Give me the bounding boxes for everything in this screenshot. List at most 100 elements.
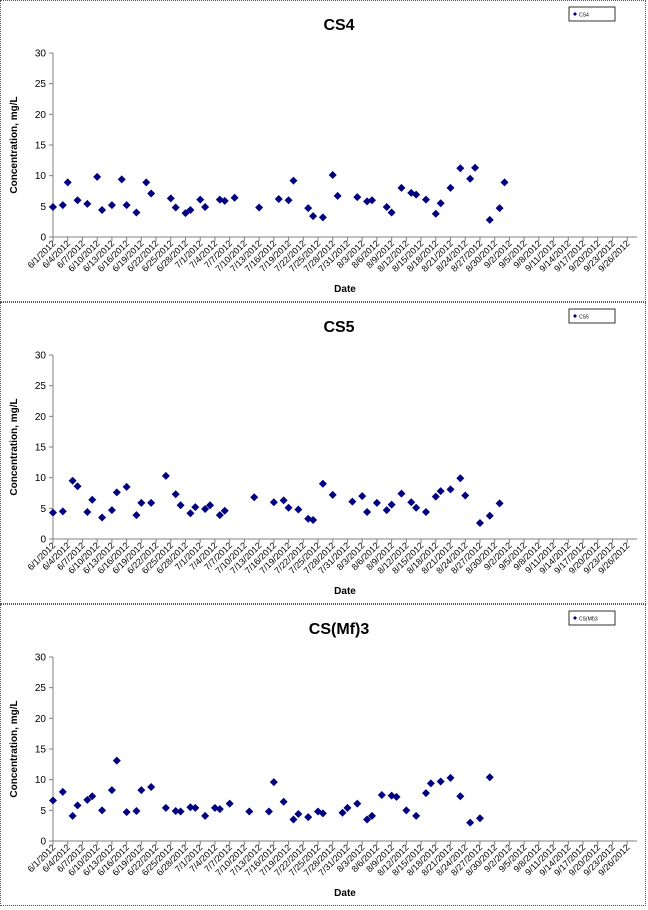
data-point bbox=[186, 206, 195, 215]
data-point bbox=[500, 178, 509, 187]
data-point bbox=[63, 178, 72, 187]
data-point bbox=[397, 489, 406, 498]
data-point bbox=[397, 183, 406, 192]
data-point bbox=[382, 506, 391, 515]
chart-svg: CS4CS40510152025306/1/20126/4/20126/7/20… bbox=[9, 6, 637, 295]
data-point bbox=[83, 795, 92, 804]
data-point bbox=[294, 810, 303, 819]
chart-svg: CS(Mf)3CS(Mf)30510152025306/1/20126/4/20… bbox=[9, 610, 637, 899]
data-point bbox=[402, 806, 411, 815]
data-point bbox=[112, 756, 121, 765]
data-point bbox=[372, 498, 381, 507]
data-point bbox=[255, 203, 264, 212]
y-axis-title: Concentration, mg/L bbox=[9, 398, 20, 495]
data-point bbox=[68, 476, 77, 485]
data-point bbox=[309, 515, 318, 524]
data-point bbox=[137, 786, 146, 795]
data-point bbox=[412, 503, 421, 512]
data-point bbox=[471, 163, 480, 172]
legend-label: CS5 bbox=[579, 315, 589, 321]
data-point bbox=[147, 783, 156, 792]
y-tick-label: 25 bbox=[35, 79, 47, 90]
data-point bbox=[107, 201, 116, 210]
data-point bbox=[191, 803, 200, 812]
data-point bbox=[328, 171, 337, 180]
data-point bbox=[171, 490, 180, 499]
data-point bbox=[73, 801, 82, 810]
data-point bbox=[147, 189, 156, 198]
data-point bbox=[284, 503, 293, 512]
data-point bbox=[250, 493, 259, 502]
x-axis-title: Date bbox=[334, 284, 356, 295]
data-point bbox=[407, 498, 416, 507]
chart-svg: CS5CS50510152025306/1/20126/4/20126/7/20… bbox=[9, 308, 637, 597]
data-point bbox=[353, 799, 362, 808]
data-point bbox=[132, 511, 141, 520]
data-point bbox=[421, 508, 430, 517]
x-axis-title: Date bbox=[334, 888, 356, 899]
data-point bbox=[215, 805, 224, 814]
data-point bbox=[456, 792, 465, 801]
data-point bbox=[343, 803, 352, 812]
data-point bbox=[363, 508, 372, 517]
data-point bbox=[358, 492, 367, 501]
legend-box bbox=[568, 308, 616, 324]
data-point bbox=[377, 791, 386, 799]
y-tick-label: 0 bbox=[40, 837, 46, 848]
y-tick-label: 30 bbox=[35, 653, 47, 664]
data-point bbox=[186, 509, 195, 518]
data-point bbox=[289, 815, 298, 824]
data-point bbox=[191, 503, 200, 512]
data-point bbox=[461, 491, 470, 500]
data-point bbox=[436, 199, 445, 208]
data-point bbox=[436, 777, 445, 786]
data-point bbox=[446, 183, 455, 192]
data-point bbox=[166, 194, 175, 203]
data-point bbox=[456, 474, 465, 483]
data-point bbox=[466, 174, 475, 183]
data-point bbox=[485, 773, 494, 782]
data-point bbox=[107, 786, 116, 795]
data-point bbox=[83, 199, 92, 208]
data-point bbox=[318, 809, 327, 818]
data-point bbox=[171, 203, 180, 212]
data-point bbox=[122, 482, 131, 491]
chart-panel-csmf3: CS(Mf)3 CS(Mf)3 0 5 10 15 20 25 30 6/1/2012 6/4/20… bbox=[0, 604, 646, 906]
data-point bbox=[456, 164, 465, 173]
data-point bbox=[318, 213, 327, 222]
data-point bbox=[137, 498, 146, 507]
data-point bbox=[93, 172, 102, 181]
data-point bbox=[495, 204, 504, 213]
data-point bbox=[161, 803, 170, 812]
data-point bbox=[117, 175, 126, 184]
data-point bbox=[431, 209, 440, 218]
y-tick-label: 5 bbox=[40, 806, 46, 817]
data-point bbox=[201, 504, 210, 513]
chart-panel-cs4: CS4 CS4 0 5 10 15 20 25 30 6/1/2012 6/4/2012 6/7/20… bbox=[0, 0, 646, 302]
chart-title: CS(Mf)3 bbox=[309, 621, 370, 638]
data-point bbox=[206, 501, 215, 510]
data-point bbox=[196, 195, 205, 204]
data-point bbox=[98, 513, 107, 522]
data-point bbox=[142, 178, 151, 187]
data-point bbox=[304, 813, 313, 822]
data-point bbox=[485, 511, 494, 520]
y-tick-label: 20 bbox=[35, 412, 47, 423]
data-point bbox=[220, 196, 229, 205]
legend-marker bbox=[573, 616, 577, 620]
data-point bbox=[132, 806, 141, 815]
data-point bbox=[466, 818, 475, 827]
y-tick-label: 5 bbox=[40, 202, 46, 213]
y-tick-label: 10 bbox=[35, 775, 47, 786]
data-point bbox=[269, 498, 278, 507]
data-point bbox=[49, 796, 57, 805]
data-point bbox=[367, 196, 376, 205]
data-point bbox=[264, 807, 273, 816]
data-point bbox=[112, 488, 121, 497]
data-point bbox=[98, 806, 107, 815]
data-point bbox=[68, 811, 77, 820]
data-point bbox=[132, 208, 141, 217]
data-point bbox=[186, 803, 195, 812]
data-point bbox=[147, 498, 156, 507]
data-point bbox=[446, 485, 455, 494]
